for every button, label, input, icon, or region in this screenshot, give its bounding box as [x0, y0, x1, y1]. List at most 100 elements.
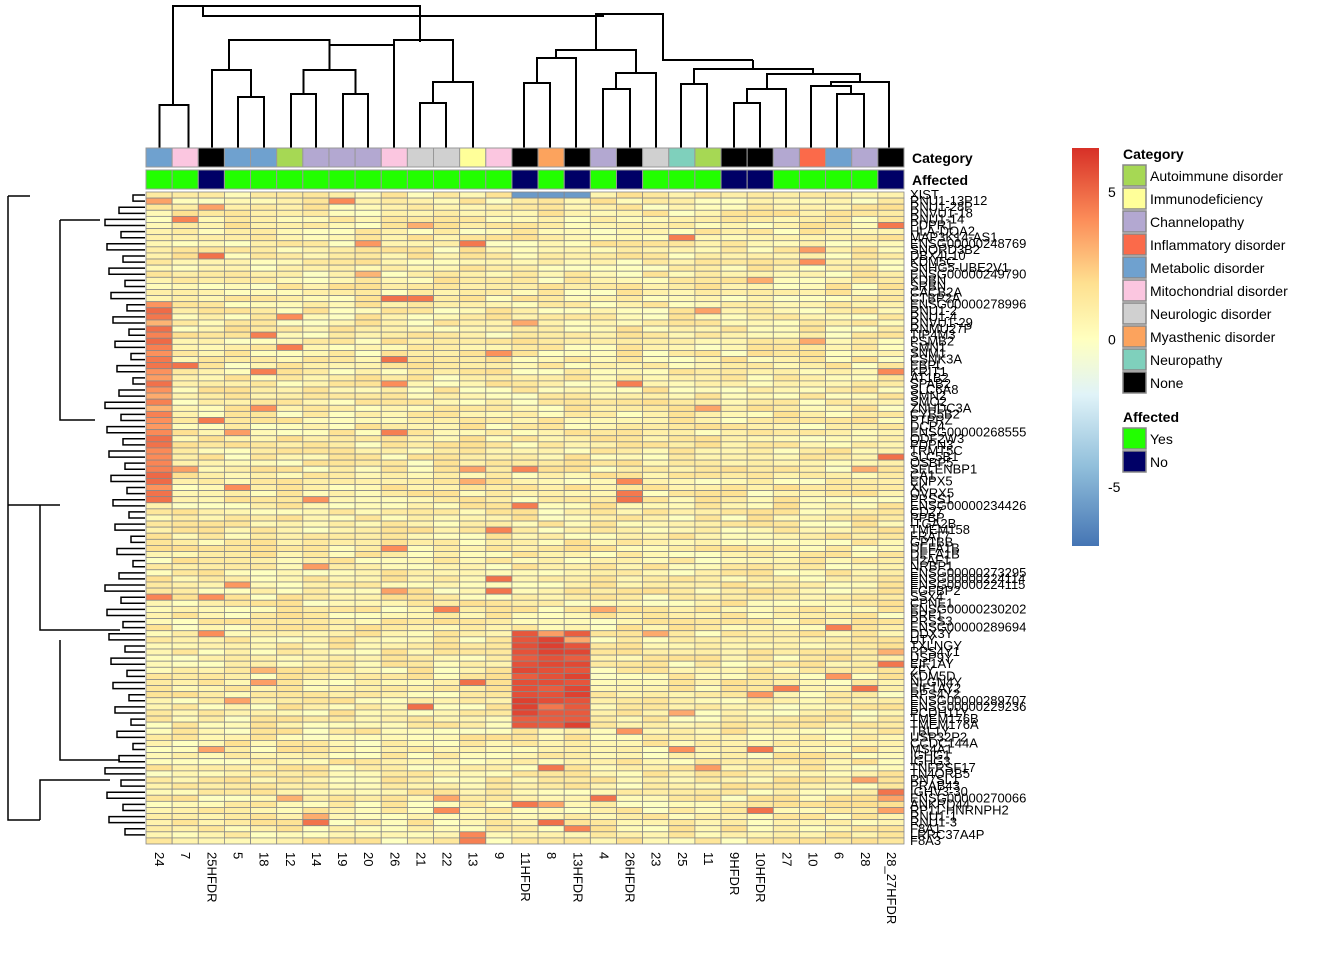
- cell-88-12: [459, 727, 487, 735]
- cell-70-21: [694, 618, 722, 626]
- cell-22-0: [145, 325, 173, 333]
- cell-73-1: [171, 636, 199, 644]
- cell-4-21: [694, 215, 722, 223]
- cell-75-12: [459, 648, 487, 656]
- cell-105-4: [250, 831, 278, 839]
- cell-69-24: [772, 612, 800, 619]
- cell-3-25: [799, 209, 826, 217]
- cell-10-15: [537, 252, 565, 260]
- cell-74-16: [563, 642, 591, 650]
- cell-26-28: [877, 350, 905, 357]
- cell-105-2: [197, 831, 225, 839]
- cell-106-13: [485, 837, 513, 845]
- cell-71-13: [485, 624, 513, 632]
- cell-4-20: [668, 215, 696, 223]
- cell-63-2: [197, 575, 225, 583]
- cell-105-9: [380, 831, 408, 839]
- cell-11-6: [302, 258, 330, 266]
- cell-73-21: [694, 636, 722, 644]
- cell-67-19: [642, 599, 670, 607]
- cell-48-4: [250, 484, 278, 491]
- cell-48-6: [302, 484, 330, 491]
- cell-23-21: [694, 331, 722, 339]
- cell-42-19: [642, 447, 670, 455]
- cell-65-8: [354, 587, 382, 595]
- cell-22-4: [250, 325, 278, 333]
- cell-106-10: [406, 837, 434, 845]
- cell-89-14: [511, 733, 539, 741]
- cell-25-17: [589, 343, 617, 351]
- cell-76-22: [720, 654, 748, 662]
- cell-46-21: [694, 471, 722, 479]
- cell-18-9: [380, 301, 408, 309]
- cell-99-9: [380, 794, 408, 802]
- cell-49-8: [354, 490, 382, 498]
- cell-1-5: [276, 197, 304, 205]
- row-label: RNU1-13P12: [910, 193, 987, 208]
- cell-16-2: [197, 289, 225, 296]
- cell-75-4: [250, 648, 278, 656]
- cell-31-12: [459, 380, 487, 388]
- cell-28-12: [459, 362, 487, 370]
- cell-23-7: [328, 331, 356, 339]
- cell-65-4: [250, 587, 278, 595]
- cell-32-22: [720, 386, 748, 394]
- cell-94-25: [799, 764, 826, 772]
- affected-cell-11: [694, 169, 722, 190]
- cell-76-4: [250, 654, 278, 662]
- cell-4-7: [328, 215, 356, 223]
- cell-105-27: [851, 831, 879, 839]
- cell-51-0: [145, 502, 173, 510]
- cell-41-15: [537, 441, 565, 449]
- cell-67-17: [589, 599, 617, 607]
- cell-72-7: [328, 630, 356, 638]
- cell-90-22: [720, 740, 748, 747]
- heatmap-cells: [145, 191, 905, 845]
- cell-15-14: [511, 283, 539, 290]
- cell-59-19: [642, 551, 670, 559]
- cell-88-23: [746, 727, 774, 735]
- cell-88-9: [380, 727, 408, 735]
- cell-28-5: [276, 362, 304, 370]
- cell-90-0: [145, 740, 173, 747]
- cell-104-18: [616, 825, 644, 833]
- cell-27-12: [459, 356, 487, 364]
- category-legend-label: Neurologic disorder: [1150, 306, 1272, 322]
- cell-15-0: [145, 283, 173, 290]
- cell-44-27: [851, 459, 879, 467]
- cell-13-15: [537, 270, 565, 278]
- cell-77-25: [799, 660, 826, 668]
- cell-94-11: [433, 764, 461, 772]
- cell-64-26: [825, 581, 853, 589]
- cell-16-3: [224, 289, 251, 296]
- row-label: SMN1: [910, 339, 946, 354]
- cell-70-0: [145, 618, 173, 626]
- cell-79-26: [825, 672, 853, 680]
- cell-81-21: [694, 685, 722, 693]
- cell-58-14: [511, 545, 539, 552]
- cell-47-23: [746, 477, 774, 485]
- cell-6-4: [250, 228, 278, 236]
- cell-89-3: [224, 733, 251, 741]
- cell-60-18: [616, 557, 644, 565]
- cell-4-4: [250, 215, 278, 223]
- cell-43-18: [616, 453, 644, 461]
- cell-87-24: [772, 721, 800, 729]
- cell-82-9: [380, 691, 408, 699]
- row-label: CYB5B2: [910, 406, 960, 421]
- cell-68-9: [380, 605, 408, 613]
- cell-22-17: [589, 325, 617, 333]
- cell-16-17: [589, 289, 617, 296]
- cell-1-6: [302, 197, 330, 205]
- cell-21-16: [563, 319, 591, 327]
- cell-45-22: [720, 465, 748, 473]
- cell-17-28: [877, 295, 905, 303]
- cell-81-19: [642, 685, 670, 693]
- cell-58-26: [825, 545, 853, 552]
- cell-17-12: [459, 295, 487, 303]
- cell-88-21: [694, 727, 722, 735]
- cell-45-19: [642, 465, 670, 473]
- cell-96-3: [224, 776, 251, 784]
- cell-84-24: [772, 703, 800, 711]
- cell-16-6: [302, 289, 330, 296]
